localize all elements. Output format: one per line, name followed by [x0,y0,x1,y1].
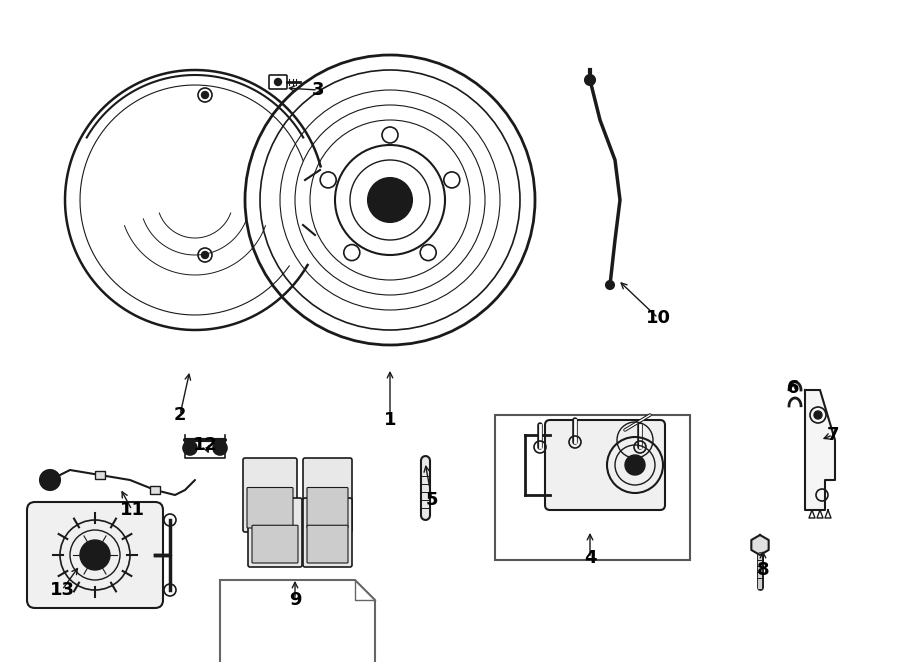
FancyBboxPatch shape [247,487,293,528]
Circle shape [375,185,405,215]
Text: 13: 13 [50,581,75,599]
Text: 11: 11 [120,501,145,519]
FancyBboxPatch shape [248,498,302,567]
Text: 8: 8 [757,561,770,579]
Bar [495,415,690,560]
FancyBboxPatch shape [27,502,163,608]
Text: 1: 1 [383,411,396,429]
Text: 7: 7 [827,426,839,444]
Text: 9: 9 [289,591,302,609]
Circle shape [625,455,645,475]
Bar [95,471,105,479]
Circle shape [368,178,412,222]
Circle shape [183,441,197,455]
Polygon shape [752,535,769,555]
Text: 2: 2 [174,406,186,424]
Circle shape [274,79,282,85]
FancyBboxPatch shape [303,498,352,567]
Circle shape [213,441,227,455]
Text: 10: 10 [645,309,670,327]
Text: 3: 3 [311,81,324,99]
FancyBboxPatch shape [252,525,298,563]
Text: 5: 5 [426,491,438,509]
Circle shape [585,75,595,85]
Circle shape [80,540,110,570]
Text: 6: 6 [787,379,799,397]
FancyBboxPatch shape [269,75,287,89]
FancyBboxPatch shape [303,458,352,532]
FancyBboxPatch shape [243,458,297,532]
Circle shape [814,411,822,419]
Circle shape [606,281,614,289]
Text: 4: 4 [584,549,596,567]
Bar [150,486,160,494]
Circle shape [202,252,209,258]
Polygon shape [805,390,835,510]
Text: 12: 12 [193,436,218,454]
Circle shape [202,91,209,99]
FancyBboxPatch shape [307,525,348,563]
FancyBboxPatch shape [545,420,665,510]
Circle shape [40,470,60,490]
FancyBboxPatch shape [307,487,348,528]
Polygon shape [220,580,375,662]
